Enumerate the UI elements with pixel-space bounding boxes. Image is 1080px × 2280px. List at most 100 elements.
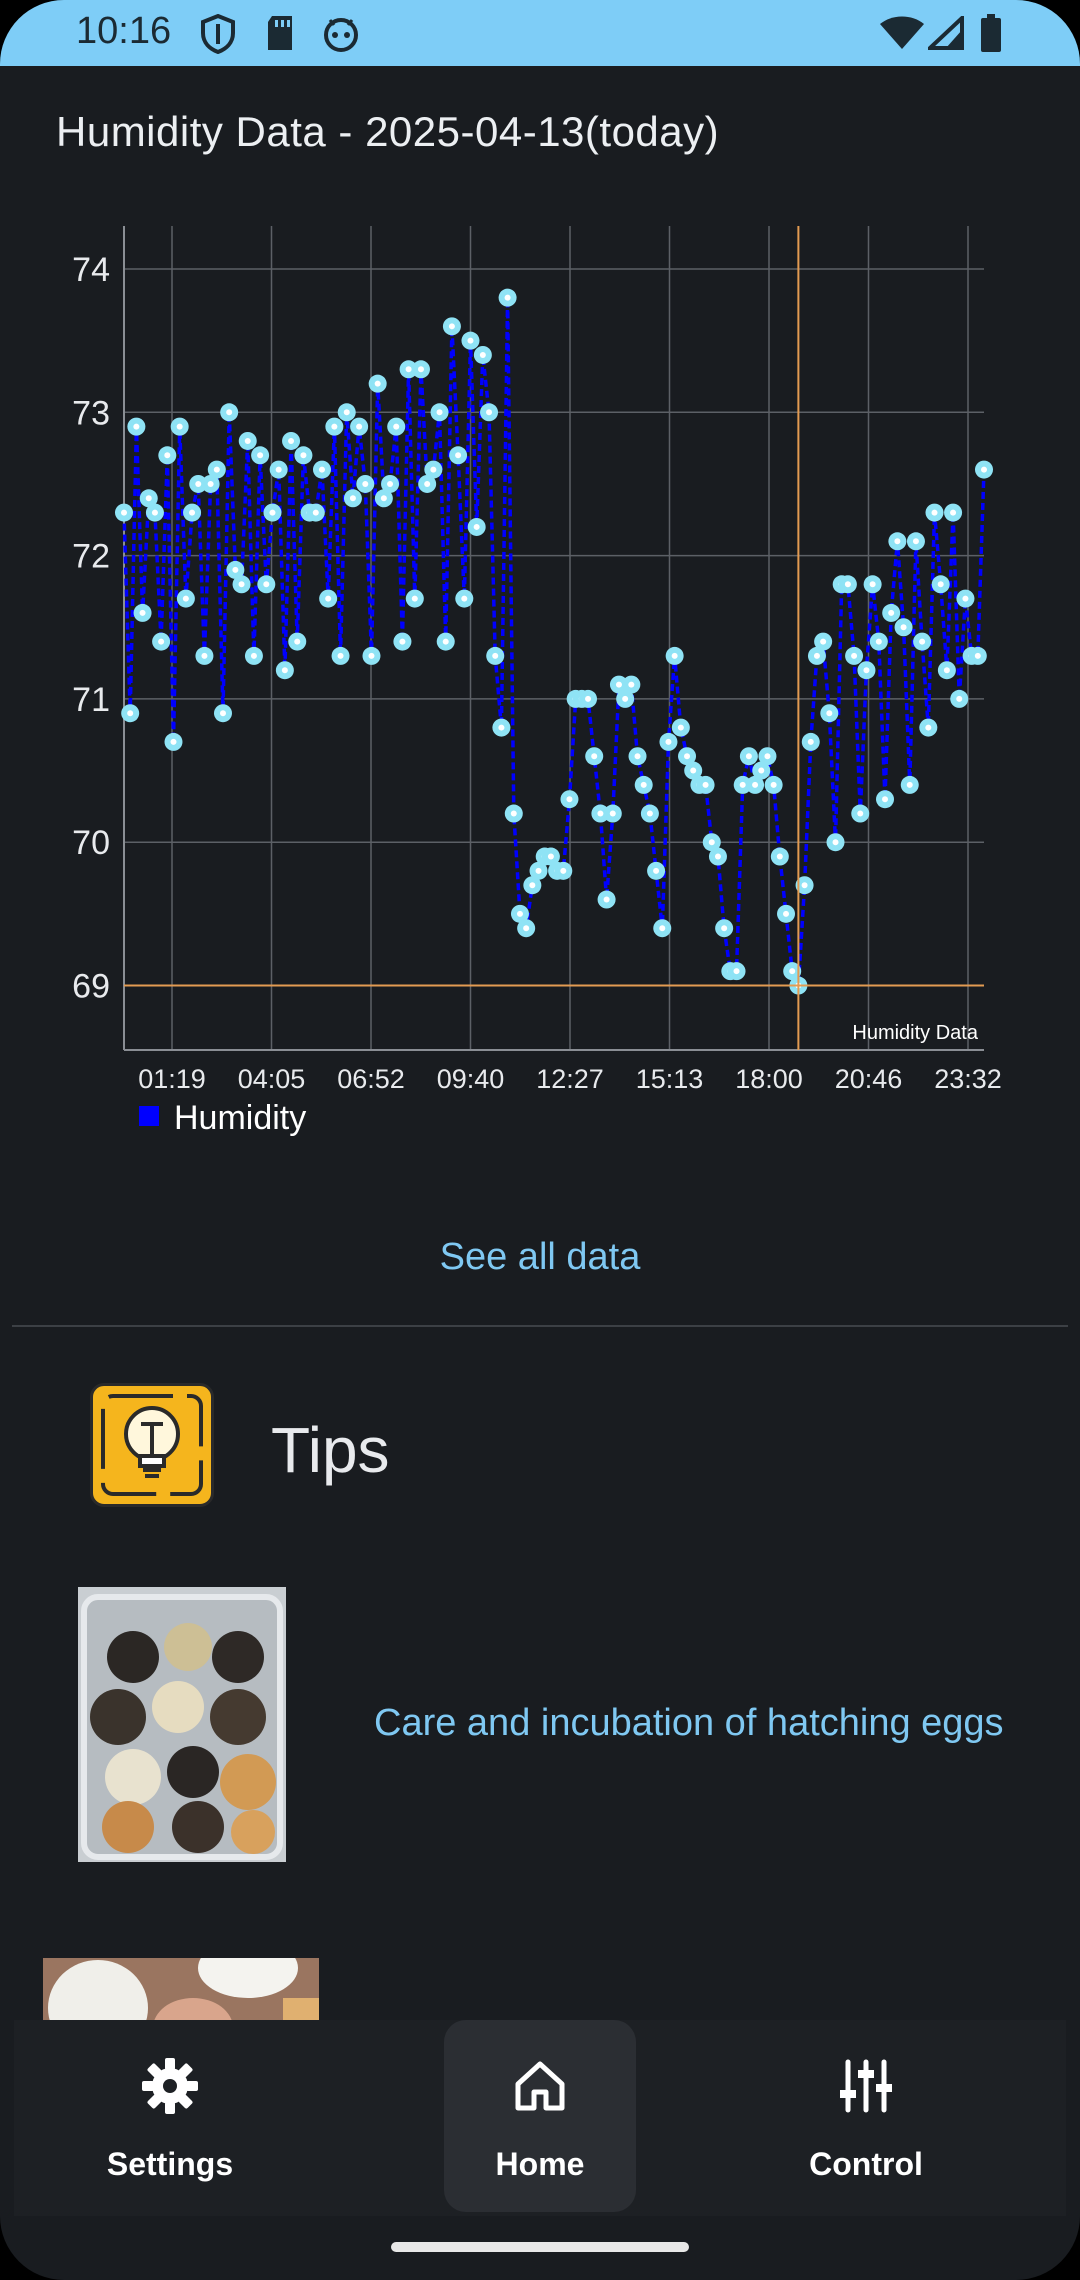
data-point-center [603,896,610,903]
data-point-center [684,753,691,760]
data-point-center [331,423,338,430]
data-point-center [733,968,740,975]
wifi-icon [880,16,924,55]
x-tick-label: 01:19 [138,1064,206,1094]
data-point-center [294,638,301,645]
data-point-center [597,810,604,817]
data-point-center [628,681,635,688]
sd-card-icon [264,14,296,57]
data-point-center [789,968,796,975]
data-point-center [950,509,957,516]
humidity-chart[interactable]: 01:19 04:05 06:52 09:40 12:27 15:13 18:00 20:46… [0,200,1080,1160]
section-divider [12,1325,1068,1327]
data-point-center [783,910,790,917]
article-link[interactable]: Care and incubation of hatching eggs [374,1702,1004,1744]
data-point-center [318,466,325,473]
data-point-center [343,409,350,416]
data-point-center [585,695,592,702]
data-point-center [374,380,381,387]
data-point-center [219,710,226,717]
data-point-center [721,925,728,932]
data-point-center [659,925,666,932]
data-point-center [424,480,431,487]
data-point-center [956,695,963,702]
y-tick-label: 70 [72,824,110,862]
data-point-center [479,351,486,358]
data-point-center [640,781,647,788]
data-point-center [325,595,332,602]
data-point-center [442,638,449,645]
data-point-center [919,638,926,645]
x-tick-label: 20:46 [835,1064,903,1094]
data-point-center [615,681,622,688]
data-point-center [807,738,814,745]
data-point-center [486,409,493,416]
gear-icon [142,2058,198,2114]
data-point-center [646,810,653,817]
data-point-center [745,753,752,760]
data-point-center [164,452,171,459]
nav-settings[interactable]: Settings [78,2020,262,2216]
data-point-center [943,667,950,674]
data-point-center [677,724,684,731]
data-point-center [708,839,715,846]
data-point-center [455,452,462,459]
x-tick-label: 06:52 [337,1064,405,1094]
android-face-icon [322,14,360,57]
home-gesture-bar[interactable] [391,2242,689,2252]
data-point-center [764,753,771,760]
data-point-center [133,423,140,430]
status-bar: 10:16 [0,0,1080,66]
data-point-center [430,466,437,473]
data-point-center [213,466,220,473]
data-point-center [504,294,511,301]
data-point-center [665,738,672,745]
data-point-center [869,581,876,588]
data-point-center [312,509,319,516]
data-point-center [232,566,239,573]
data-point-center [436,409,443,416]
data-point-center [888,609,895,616]
data-point-center [981,466,987,473]
data-point-center [516,910,523,917]
data-point-center [151,509,158,516]
data-point-center [529,882,536,889]
x-tick-label: 18:00 [735,1064,803,1094]
data-point-center [752,781,759,788]
data-point-center [300,452,307,459]
nav-control-label: Control [809,2146,923,2182]
data-point-center [411,595,418,602]
data-point-center [461,595,468,602]
see-all-data-link[interactable]: See all data [439,1236,641,1278]
data-point-center [473,523,480,530]
nav-home[interactable]: Home [444,2020,636,2216]
data-point-center [195,480,202,487]
data-point-center [263,581,270,588]
data-point-center [925,724,932,731]
nav-control[interactable]: Control [774,2020,958,2216]
sliders-icon [840,2059,892,2113]
y-tick-label: 72 [72,538,110,576]
bottom-navigation: Settings Home Control [14,2020,1066,2216]
data-point-center [714,853,721,860]
data-point-center [393,423,400,430]
data-point-center [170,738,177,745]
article-thumbnail-chicks[interactable] [78,1587,286,1862]
data-point-center [275,466,282,473]
data-point-center [690,767,697,774]
data-point-center [894,538,901,545]
page-title: Humidity Data - 2025-04-13(today) [56,108,720,155]
y-tick-label: 74 [72,251,110,289]
humidity-series-line [122,297,986,987]
data-point-center [609,810,616,817]
chart-description-label: Humidity Data [852,1022,978,1044]
data-point-center [882,796,889,803]
data-point-center [362,480,369,487]
data-point-center [244,437,251,444]
data-point-center [405,366,412,373]
nav-home-label: Home [495,2146,585,2182]
data-point-center [337,652,344,659]
tips-title: Tips [271,1414,390,1486]
data-point-center [281,667,288,674]
data-point-center [776,853,783,860]
